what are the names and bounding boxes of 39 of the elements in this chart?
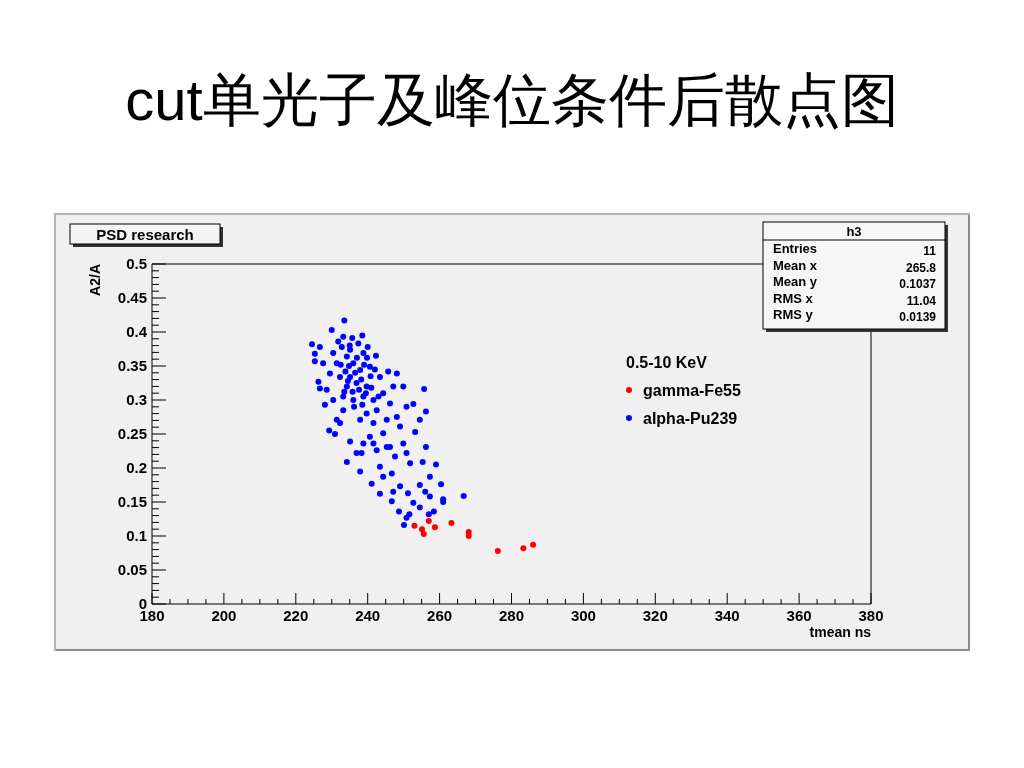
x-tick-label: 320	[642, 607, 668, 624]
chart-subtitle: PSD research	[96, 226, 194, 243]
x-tick-label: 260	[427, 607, 453, 624]
y-tick-label: 0.15	[117, 493, 147, 510]
annotation: RMS x	[773, 290, 814, 306]
chart-title: cut单光子及峰位条件后散点图	[125, 67, 899, 132]
y-tick-label: 0.35	[117, 357, 147, 374]
text: h3	[846, 224, 862, 239]
legend-label: alpha-Pu239	[643, 410, 738, 427]
y-axis-title: A2/A	[87, 264, 103, 296]
x-tick-label: 280	[498, 607, 525, 624]
annotation: RMS y	[773, 307, 814, 323]
y-tick-label: 0.05	[117, 561, 147, 578]
x-tick-label: 380	[858, 607, 884, 624]
text: 11.04	[906, 293, 937, 308]
x-tick-label: 200	[211, 607, 237, 624]
text: 11	[923, 244, 937, 258]
x-tick-label: 360	[786, 607, 812, 624]
y-tick-label: 0.2	[126, 459, 147, 476]
y-tick-label: 0.3	[126, 391, 147, 408]
x-tick-label: 240	[355, 607, 381, 624]
y-tick-label: 0.45	[117, 289, 147, 306]
annotation: Mean y	[773, 274, 818, 290]
y-tick-label: 0.25	[117, 425, 147, 442]
text: 0.0139	[899, 310, 937, 325]
y-tick-label: 0.4	[126, 323, 148, 340]
y-tick-label: 0.1	[126, 527, 147, 544]
annotation: Mean x	[773, 257, 818, 273]
x-tick-label: 340	[714, 607, 740, 624]
legend-title: 0.5-10 KeV	[626, 354, 708, 371]
x-tick-label: 300	[570, 607, 596, 624]
legend-label: gamma-Fe55	[643, 382, 741, 399]
y-tick-label: 0.5	[126, 255, 147, 272]
text: 265.8	[905, 260, 937, 275]
text: Entries	[773, 241, 818, 256]
x-tick-label: 220	[283, 607, 309, 624]
x-axis-title: tmean ns	[809, 624, 872, 640]
text: 0.1037	[899, 277, 937, 292]
y-tick-label: 0	[138, 595, 147, 612]
